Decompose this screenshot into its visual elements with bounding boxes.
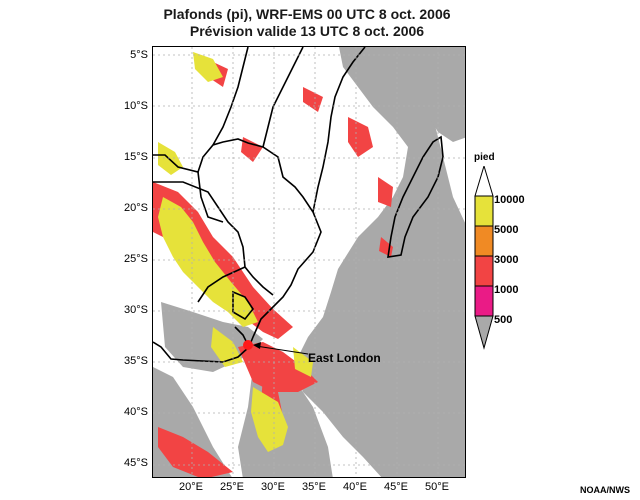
legend-label-500: 500 [494,314,513,326]
map-title-line1: Plafonds (pi), WRF-EMS 00 UTC 8 oct. 200… [163,6,451,22]
lon-label-45e: 45°E [384,481,408,493]
legend-colorbar [474,166,494,350]
lon-label-20e: 20°E [179,481,203,493]
lon-label-40e: 40°E [343,481,367,493]
lat-label-5s: 5°S [130,49,148,61]
lat-label-10s: 10°S [124,100,148,112]
legend-label-5000: 5000 [494,224,519,236]
lat-label-35s: 35°S [124,355,148,367]
legend-top-arrow [474,166,494,197]
map-title-line2: Prévision valide 13 UTC 8 oct. 2006 [189,23,425,39]
legend-swatch-1000 [474,285,494,317]
arrowhead [253,342,261,349]
east-london-label: East London [308,351,381,365]
map-frame [152,46,466,478]
credit-text: NOAA/NWS [580,485,630,495]
legend-title: pied [474,152,495,163]
lat-label-45s: 45°S [124,457,148,469]
legend-bottom-arrow [474,315,494,350]
lat-label-20s: 20°S [124,202,148,214]
east-london-marker [243,340,253,350]
legend-label-3000: 3000 [494,254,519,266]
lon-label-50e: 50°E [425,481,449,493]
lon-label-25e: 25°E [220,481,244,493]
cloud-ceiling-map [153,47,465,477]
lat-label-15s: 15°S [124,151,148,163]
lat-label-30s: 30°S [124,304,148,316]
annotation-arrow [255,345,309,355]
legend-swatch-5000 [474,225,494,257]
legend-label-10000: 10000 [494,194,525,206]
lon-label-30e: 30°E [261,481,285,493]
graticule [153,47,465,477]
legend-swatch-10000 [474,195,494,227]
lat-label-40s: 40°S [124,406,148,418]
legend-label-1000: 1000 [494,284,519,296]
lon-label-35e: 35°E [302,481,326,493]
lat-label-25s: 25°S [124,253,148,265]
legend-swatch-3000 [474,255,494,287]
